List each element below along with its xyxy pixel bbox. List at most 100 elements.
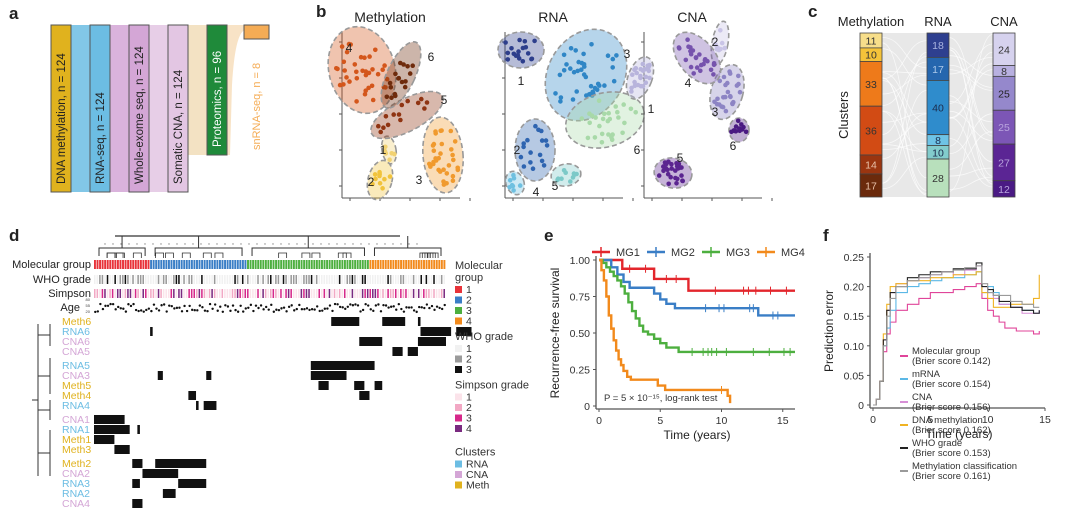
age-point	[412, 309, 416, 312]
heatmap-cell	[359, 391, 370, 400]
age-point	[132, 302, 135, 306]
molecular-group-cell	[387, 260, 390, 269]
data-point	[516, 49, 521, 54]
cluster-label: 1	[380, 143, 387, 157]
data-point	[439, 141, 445, 147]
data-point	[561, 168, 567, 173]
legend-label: 2	[466, 402, 472, 414]
data-point	[686, 44, 691, 49]
simpson-grade-cell	[122, 289, 124, 298]
age-point	[106, 304, 110, 307]
data-point	[537, 152, 543, 158]
age-point	[264, 305, 268, 309]
legend-label: 1	[466, 284, 472, 296]
who-grade-cell	[157, 275, 160, 284]
simpson-grade-cell	[244, 289, 247, 298]
simpson-grade-cell	[354, 289, 356, 298]
data-point	[616, 115, 621, 120]
age-point	[234, 308, 237, 312]
panel-f-prediction-error-plot: 0 0.05 0.10 0.15 0.20 0.25 0 5 10 15 Time (years) P…	[822, 252, 1051, 482]
molecular-group-cell	[244, 260, 247, 269]
molecular-group-cell	[433, 260, 436, 269]
data-type-bar	[128, 24, 150, 193]
data-point	[530, 166, 536, 171]
simpson-grade-cell	[160, 289, 162, 298]
who-grade-cell	[150, 275, 152, 284]
data-point	[736, 73, 741, 79]
simpson-grade-cell	[239, 289, 241, 298]
simpson-grade-cell	[303, 289, 305, 298]
molecular-group-cell	[287, 260, 290, 269]
data-type-label: Somatic CNA, n = 124	[173, 69, 185, 184]
molecular-group-cell	[321, 260, 323, 269]
data-point	[558, 99, 563, 104]
data-point	[677, 46, 682, 51]
who-grade-cell	[134, 275, 137, 284]
molecular-group-cell	[280, 260, 283, 269]
heatmap-cell	[417, 337, 446, 346]
row-label: CNA6	[62, 336, 90, 348]
legend-label: MG4	[781, 247, 805, 259]
age-point	[397, 302, 401, 306]
data-point	[559, 176, 564, 181]
molecular-group-cell	[285, 260, 288, 269]
data-point	[685, 37, 690, 42]
age-point	[188, 304, 191, 308]
age-point	[423, 306, 426, 310]
simpson-grade-cell	[231, 289, 234, 298]
age-point	[420, 306, 423, 309]
molecular-group-cell	[379, 260, 382, 269]
data-point	[568, 179, 573, 184]
molecular-group-cell	[412, 260, 415, 269]
data-point	[529, 56, 534, 62]
dendrogram-branch	[165, 252, 174, 258]
series-line-dna-methylation	[873, 271, 1040, 406]
data-point	[362, 91, 368, 97]
data-point	[615, 109, 620, 115]
legend-brier-score: (Brier score 0.162)	[912, 425, 991, 436]
molecular-group-cell	[175, 260, 178, 269]
data-point	[521, 141, 526, 146]
legend-swatch	[455, 317, 462, 325]
data-point	[588, 83, 594, 89]
data-point	[553, 91, 558, 96]
heatmap-cell	[354, 381, 365, 390]
legend-label: Methylation classification	[912, 461, 1017, 472]
legend-label: 4	[466, 316, 472, 328]
x-tick-label: 15	[1039, 414, 1051, 426]
data-point	[532, 38, 537, 44]
molecular-group-cell	[343, 260, 346, 269]
data-point	[632, 67, 637, 73]
dendrogram-branch	[421, 252, 431, 258]
data-point	[381, 125, 386, 130]
cluster-segment	[992, 180, 1016, 198]
data-point	[539, 138, 545, 143]
cut-line-dot	[408, 243, 410, 245]
cluster-ellipse	[653, 157, 693, 189]
x-tick-label: 0	[870, 414, 876, 426]
legend-label: 1	[466, 343, 472, 355]
data-point	[680, 178, 685, 184]
legend-title: Molecular	[455, 260, 503, 272]
data-point	[643, 80, 649, 85]
molecular-group-cell	[109, 260, 112, 269]
heatmap-cell	[132, 479, 140, 488]
legend-label: 4	[466, 423, 472, 435]
molecular-group-cell	[351, 260, 354, 269]
simpson-grade-cell	[190, 289, 193, 298]
age-point	[315, 305, 319, 308]
heatmap-cell	[94, 435, 115, 444]
legend-swatch	[455, 345, 462, 352]
data-point	[378, 129, 383, 135]
row-label: Meth5	[62, 380, 91, 392]
molecular-group-cell	[310, 260, 313, 269]
data-type-bar	[167, 24, 189, 193]
row-label: Meth3	[62, 444, 91, 456]
molecular-group-cell	[290, 260, 293, 269]
data-point	[352, 62, 358, 67]
molecular-group-cell	[188, 260, 191, 269]
heatmap-cell	[155, 459, 207, 468]
data-point	[555, 177, 560, 182]
data-point	[723, 108, 729, 114]
who-grade-cell	[213, 275, 216, 284]
